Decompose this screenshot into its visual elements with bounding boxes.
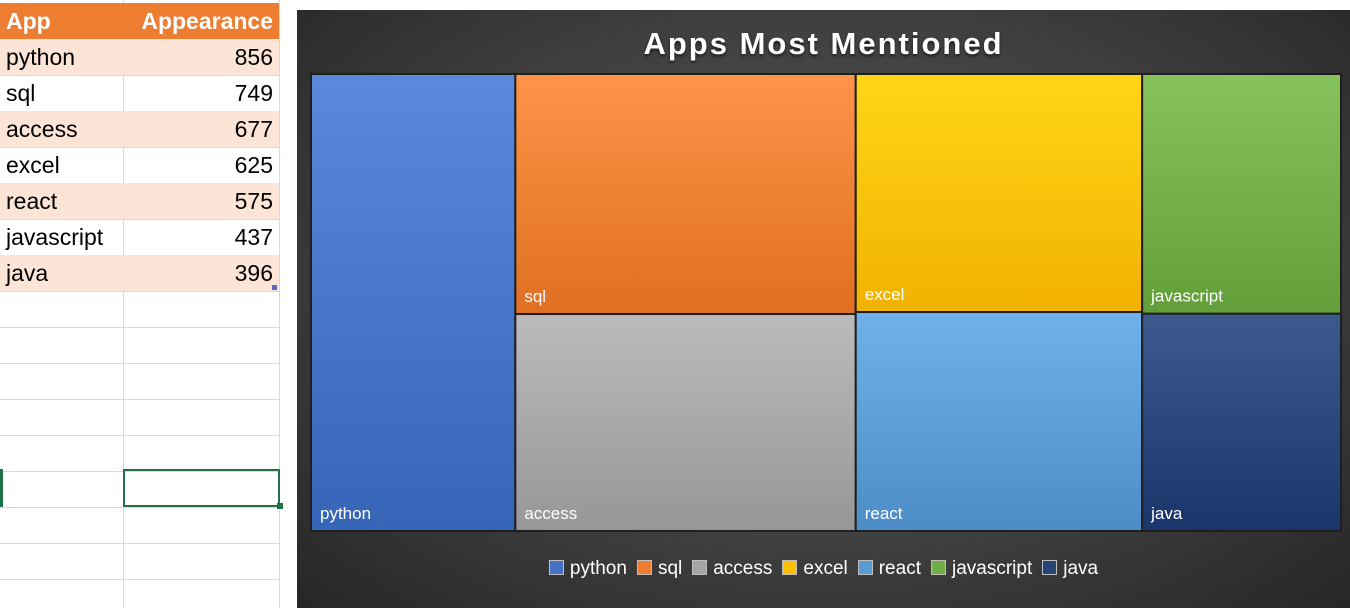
cell-app-access[interactable]: access: [0, 111, 123, 147]
treemap-label-sql: sql: [524, 287, 546, 306]
legend-swatch-sql: [636, 560, 652, 575]
legend-label-javascript: javascript: [951, 558, 1033, 579]
cell-value-access[interactable]: 677: [123, 111, 279, 147]
legend-label-react: react: [878, 558, 921, 579]
treemap-label-access: access: [524, 504, 577, 523]
spreadsheet: App Appearance python 856 sql 749 access…: [0, 0, 300, 608]
treemap-chart[interactable]: Apps Most Mentioned python sql access excel…: [297, 10, 1350, 608]
gridline: [0, 147, 280, 148]
cell-app-python[interactable]: python: [0, 39, 123, 75]
cell-app-react[interactable]: react: [0, 183, 123, 219]
cell-value-javascript[interactable]: 437: [234, 224, 273, 250]
active-row-indicator: [0, 469, 3, 507]
legend-swatch-react: [857, 560, 873, 575]
gridline: [0, 435, 280, 436]
gridline: [0, 363, 280, 364]
legend-swatch-excel: [782, 560, 798, 575]
header-app[interactable]: App: [0, 3, 123, 39]
legend-item-sql[interactable]: sql: [636, 558, 683, 580]
treemap-tile-javascript[interactable]: [1141, 73, 1342, 315]
gridline: [0, 543, 280, 544]
gridline: [279, 0, 280, 608]
chart-title[interactable]: Apps Most Mentioned: [643, 26, 1004, 61]
cell-value-react[interactable]: 575: [123, 183, 279, 219]
gridline: [0, 579, 280, 580]
legend-label-python: python: [569, 558, 627, 579]
treemap-label-python: python: [320, 504, 371, 523]
treemap-tile-java[interactable]: [1141, 312, 1342, 532]
gridline: [0, 399, 280, 400]
legend-item-python[interactable]: python: [548, 558, 627, 580]
selection-fill-handle[interactable]: [277, 503, 283, 509]
cell-value-sql[interactable]: 749: [234, 80, 273, 106]
legend-item-react[interactable]: react: [857, 558, 921, 580]
gridline: [0, 75, 280, 76]
chart-legend[interactable]: python sql access excel react javascript java: [297, 558, 1350, 580]
cell-app-excel[interactable]: excel: [6, 152, 60, 178]
legend-swatch-python: [548, 560, 564, 575]
treemap-label-excel: excel: [865, 285, 905, 304]
cell-app-java[interactable]: java: [0, 255, 123, 291]
cell-app-javascript[interactable]: javascript: [6, 224, 104, 250]
legend-label-sql: sql: [657, 558, 683, 579]
cell-value-excel[interactable]: 625: [234, 152, 273, 178]
legend-label-excel: excel: [803, 558, 848, 579]
legend-label-java: java: [1063, 558, 1099, 579]
range-fill-handle[interactable]: [272, 285, 277, 290]
legend-item-excel[interactable]: excel: [782, 558, 848, 580]
cell-value-python[interactable]: 856: [123, 39, 279, 75]
gridline: [0, 219, 280, 220]
gridline: [0, 507, 280, 508]
treemap-tile-access[interactable]: [514, 313, 857, 532]
cell-value-java[interactable]: 396: [123, 255, 279, 291]
cell-app-sql[interactable]: sql: [6, 80, 36, 106]
treemap-label-java: java: [1150, 504, 1183, 523]
legend-swatch-java: [1042, 560, 1058, 575]
treemap-tile-sql[interactable]: [514, 73, 857, 316]
gridline: [0, 471, 280, 472]
treemap-tile-react[interactable]: [854, 311, 1144, 533]
gridline: [0, 291, 280, 292]
treemap-plot: python sql access excel react javascript java: [310, 73, 1342, 533]
legend-item-javascript[interactable]: javascript: [930, 558, 1033, 580]
header-appearance[interactable]: Appearance: [123, 3, 279, 39]
treemap-tile-excel[interactable]: [854, 73, 1144, 314]
legend-swatch-javascript: [930, 560, 946, 575]
gridline: [123, 0, 124, 608]
treemap-label-javascript: javascript: [1150, 287, 1223, 306]
legend-swatch-access: [692, 560, 708, 575]
treemap-label-react: react: [865, 504, 903, 523]
legend-item-access[interactable]: access: [692, 558, 772, 580]
legend-label-access: access: [713, 558, 773, 579]
legend-item-java[interactable]: java: [1042, 558, 1098, 580]
selected-cell[interactable]: [123, 469, 280, 507]
treemap-tile-python[interactable]: [310, 73, 517, 532]
gridline: [0, 327, 280, 328]
